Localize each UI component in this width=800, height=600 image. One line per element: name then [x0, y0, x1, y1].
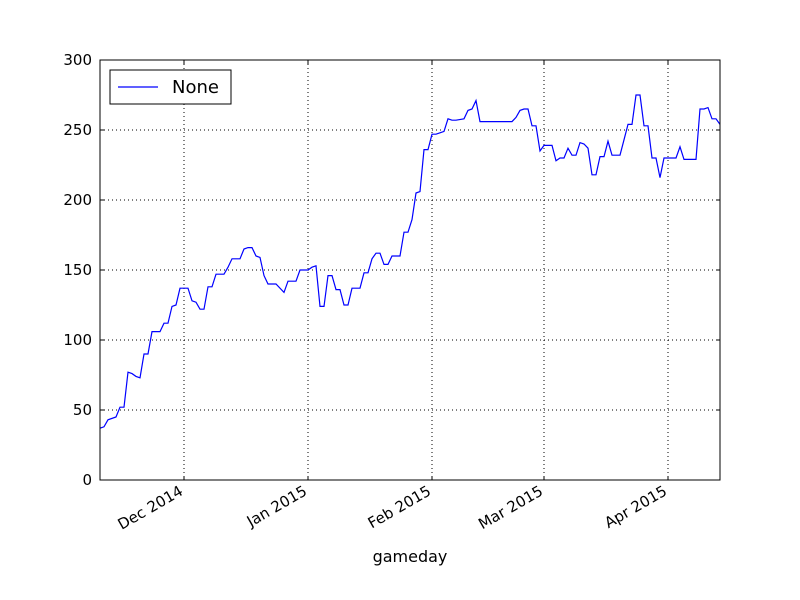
y-tick-label: 0 [82, 471, 92, 489]
legend-label-none: None [172, 77, 219, 98]
y-tick-label: 200 [63, 191, 92, 209]
y-tick-label: 50 [73, 401, 92, 419]
y-tick-label: 300 [63, 51, 92, 69]
grid-lines [100, 60, 720, 480]
series-line-none [99, 94, 721, 429]
y-tick-label: 150 [63, 261, 92, 279]
x-axis-label: gameday [373, 547, 448, 566]
y-axis-ticks: 0 50 100 150 200 250 300 [63, 51, 720, 489]
y-tick-label: 250 [63, 121, 92, 139]
legend: None [109, 69, 232, 105]
y-tick-label: 100 [63, 331, 92, 349]
